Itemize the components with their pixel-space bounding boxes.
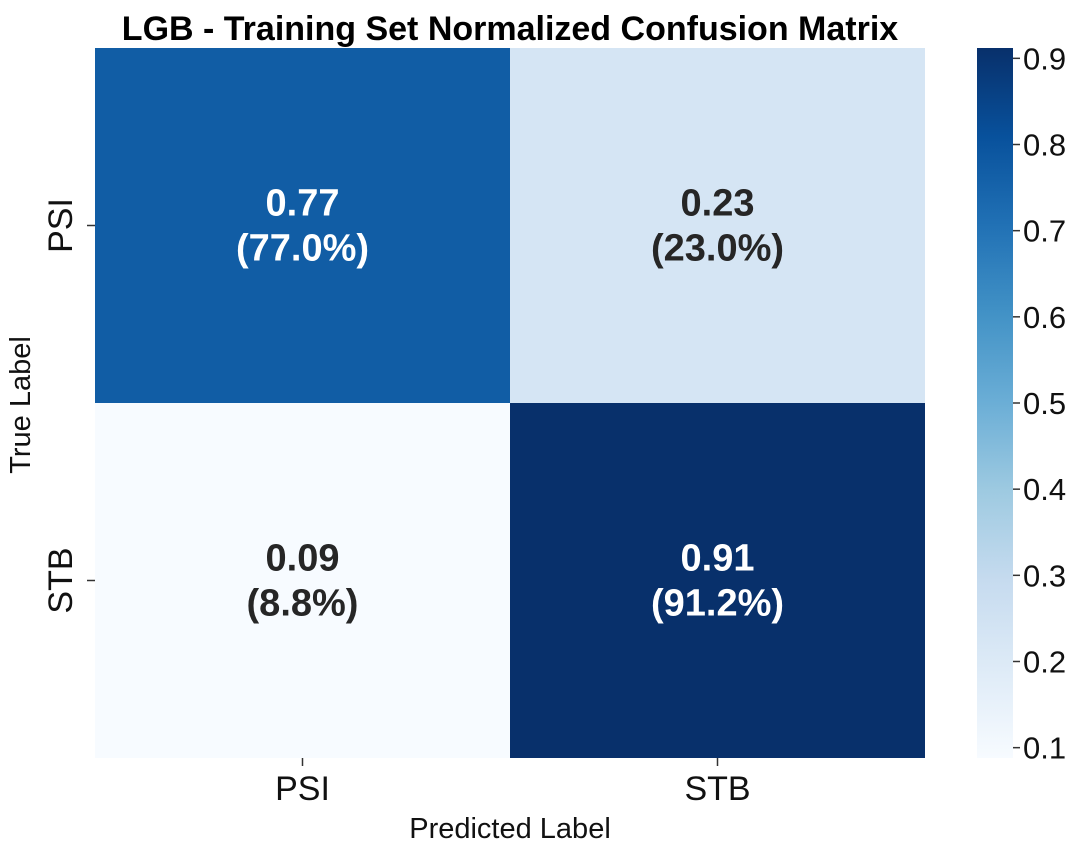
cell-percent-label: (23.0%): [651, 228, 784, 270]
x-axis-ticks: PSI STB: [275, 758, 751, 808]
colorbar-ticks: 0.1 0.2 0.3 0.4 0.5 0.6 0.7 0.8 0.9: [1013, 41, 1066, 766]
cell-percent-label: (8.8%): [247, 583, 359, 625]
y-tick-label-stb: STB: [42, 547, 80, 613]
colorbar-tick-label: 0.5: [1023, 386, 1066, 421]
colorbar-tick-label: 0.4: [1023, 472, 1066, 507]
heatmap-cell-stb-psi: [95, 403, 510, 758]
x-tick-label-stb: STB: [684, 770, 750, 808]
colorbar-tick-label: 0.8: [1023, 128, 1066, 163]
y-axis-label: True Label: [5, 336, 37, 474]
y-tick-label-psi: PSI: [42, 198, 80, 253]
y-axis-ticks: PSI STB: [42, 198, 95, 614]
heatmap-cells: [95, 48, 925, 758]
colorbar: [977, 48, 1013, 758]
heatmap-cell-psi-psi: [95, 48, 510, 403]
cell-value-label: 0.23: [681, 183, 755, 225]
heatmap-cell-labels: 0.77(77.0%) 0.23(23.0%) 0.09(8.8%) 0.91(91.…: [236, 183, 784, 625]
heatmap-cell-stb-stb: [510, 403, 925, 758]
colorbar-tick-label: 0.6: [1023, 300, 1066, 335]
cell-percent-label: (91.2%): [651, 583, 784, 625]
cell-value-label: 0.09: [266, 538, 340, 580]
cell-value-label: 0.77: [266, 183, 340, 225]
cell-value-label: 0.91: [681, 538, 755, 580]
heatmap-cell-psi-stb: [510, 48, 925, 403]
cell-percent-label: (77.0%): [236, 228, 369, 270]
x-axis-label: Predicted Label: [409, 813, 611, 845]
colorbar-tick-label: 0.1: [1023, 731, 1066, 766]
colorbar-tick-label: 0.3: [1023, 558, 1066, 593]
colorbar-tick-label: 0.7: [1023, 214, 1066, 249]
colorbar-tick-label: 0.2: [1023, 644, 1066, 679]
colorbar-tick-label: 0.9: [1023, 41, 1066, 76]
chart-title: LGB - Training Set Normalized Confusion …: [122, 10, 898, 48]
x-tick-label-psi: PSI: [275, 770, 330, 808]
